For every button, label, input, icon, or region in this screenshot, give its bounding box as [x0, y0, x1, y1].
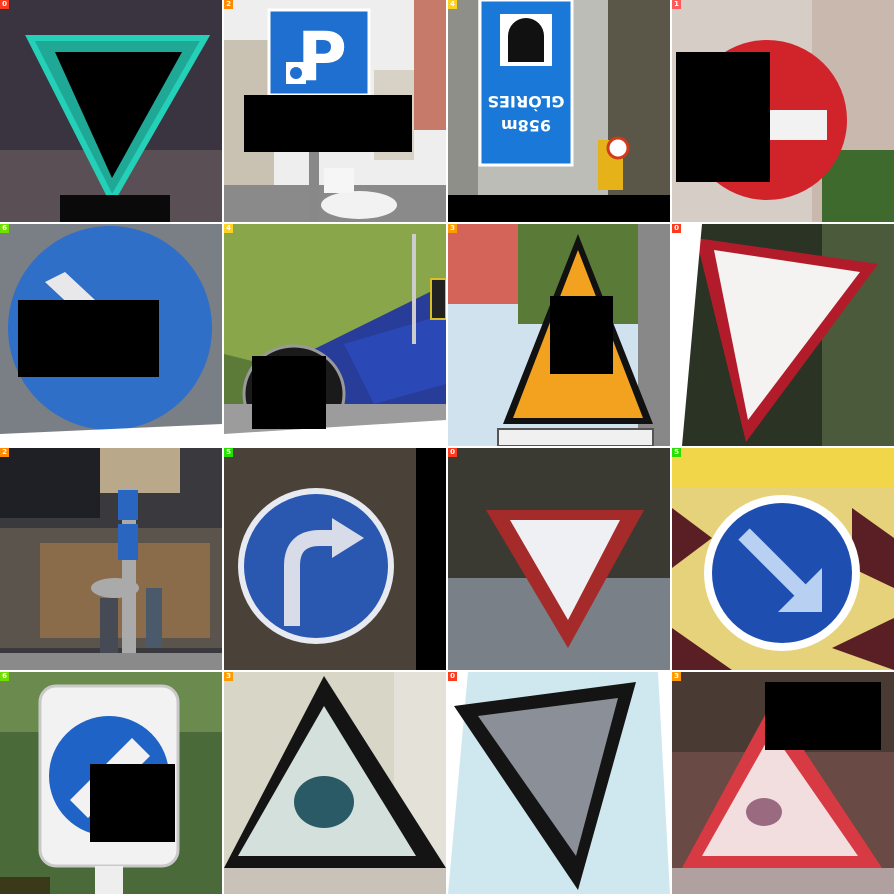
- tile-2-parking-sign: P 2: [224, 0, 446, 222]
- tile-15-dark-yield-rotated: 0: [448, 672, 670, 894]
- tile-5-keep-left-sign: 6: [0, 224, 222, 446]
- tile-12-image: [672, 448, 894, 670]
- tile-4-no-entry-sign: 1: [672, 0, 894, 222]
- tile-11-image: [448, 448, 670, 670]
- tile-5-badge: 6: [0, 224, 9, 233]
- tile-9-badge: 2: [0, 448, 9, 457]
- tile-7-redaction: [550, 296, 613, 374]
- tile-15-image: [448, 672, 670, 894]
- tile-4-badge: 1: [672, 0, 681, 9]
- tile-13-redaction: [90, 764, 175, 842]
- tile-4-redaction: [676, 52, 770, 182]
- tile-16-badge: 3: [672, 672, 681, 681]
- tile-10-image: [224, 448, 446, 670]
- tile-7-children-warning: 3: [448, 224, 670, 446]
- tile-1-yield-sign-processed: 0: [0, 0, 222, 222]
- tile-12-badge: 5: [672, 448, 681, 457]
- tile-7-badge: 3: [448, 224, 457, 233]
- tile-1-image: [0, 0, 222, 222]
- tunnel-length: 958m: [501, 116, 551, 135]
- tile-3-tunnel-sign: GLÒRIES 958m 4: [448, 0, 670, 222]
- tile-2-badge: 2: [224, 0, 233, 9]
- tile-16-redaction: [765, 682, 881, 750]
- tile-14-warning-blurry: 3: [224, 672, 446, 894]
- tile-6-redaction: [252, 356, 326, 429]
- tile-2-redaction: [244, 95, 412, 152]
- tile-11-yield-lowres: 0: [448, 448, 670, 670]
- tile-5-redaction: [18, 300, 159, 377]
- tile-8-badge: 0: [672, 224, 681, 233]
- tile-6-badge: 4: [224, 224, 233, 233]
- tile-8-image: [672, 224, 894, 446]
- tile-8-yield-sign-red: 0: [672, 224, 894, 446]
- tile-10-turn-right-sign: 5: [224, 448, 446, 670]
- tile-1-badge: 0: [0, 0, 9, 9]
- tile-9-image: [0, 448, 222, 670]
- tile-10-badge: 5: [224, 448, 233, 457]
- tile-14-image: [224, 672, 446, 894]
- tile-3-badge: 4: [448, 0, 457, 9]
- tile-9-street-parking: 2: [0, 448, 222, 670]
- tile-14-badge: 3: [224, 672, 233, 681]
- parking-letter: P: [297, 18, 347, 97]
- tile-13-keep-left-plate: 6: [0, 672, 222, 894]
- tile-16-red-warning-blurry: 3: [672, 672, 894, 894]
- tile-12-keep-right-noisy: 5: [672, 448, 894, 670]
- tunnel-name: GLÒRIES: [487, 92, 564, 111]
- tile-3-image: GLÒRIES 958m: [448, 0, 670, 222]
- tile-6-tunnel-hillside: 4: [224, 224, 446, 446]
- tile-13-badge: 6: [0, 672, 9, 681]
- tile-15-badge: 0: [448, 672, 457, 681]
- tile-11-badge: 0: [448, 448, 457, 457]
